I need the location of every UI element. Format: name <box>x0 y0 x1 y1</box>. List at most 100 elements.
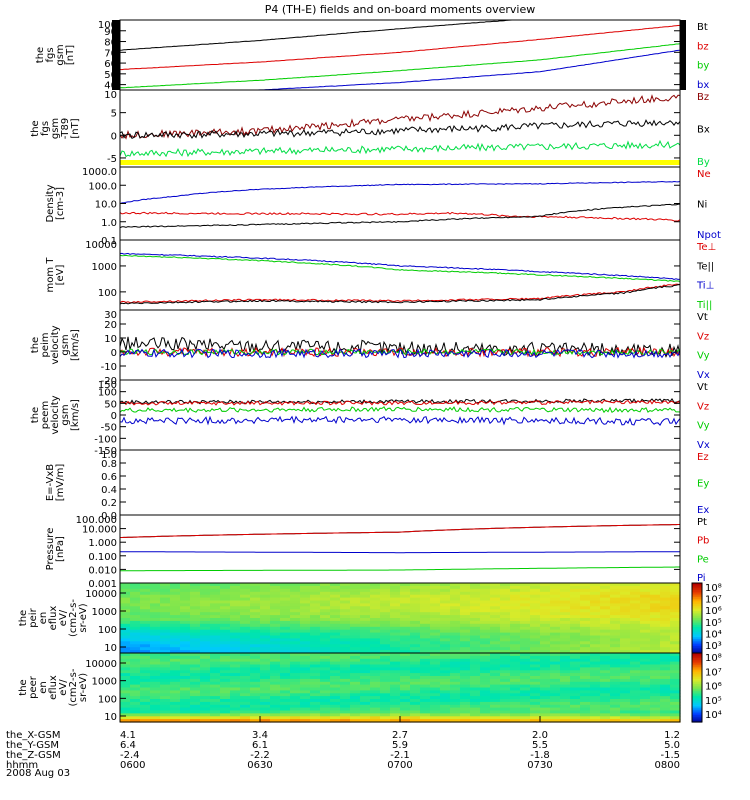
heat-cell <box>390 676 401 680</box>
heat-cell <box>490 638 501 642</box>
heat-cell <box>330 650 341 654</box>
heat-cell <box>350 678 361 683</box>
heat-cell <box>160 603 171 607</box>
heat-cell <box>310 664 321 668</box>
heat-cell <box>140 585 151 590</box>
heat-cell <box>550 588 561 593</box>
heat-cell <box>600 632 611 637</box>
heat-cell <box>280 713 291 717</box>
heat-cell <box>150 670 161 674</box>
heat-cell <box>580 655 591 660</box>
heat-cell <box>600 583 611 587</box>
heat-cell <box>630 585 641 590</box>
heat-cell <box>130 644 141 648</box>
heat-cell <box>580 684 591 689</box>
heat-cell <box>400 632 411 637</box>
heat-cell <box>660 713 671 717</box>
heat-cell <box>320 707 331 712</box>
heat-cell <box>340 600 351 604</box>
heat-cell <box>290 670 301 674</box>
heat-cell <box>180 620 191 625</box>
heat-cell <box>130 615 141 619</box>
heat-cell <box>420 701 431 706</box>
heat-cell <box>420 693 431 697</box>
heat-cell <box>430 681 441 686</box>
heat-cell <box>200 612 211 616</box>
heat-cell <box>600 684 611 689</box>
heat-cell <box>360 655 371 660</box>
heat-cell <box>190 600 201 604</box>
heat-cell <box>520 670 531 674</box>
heat-cell <box>150 620 161 625</box>
heat-cell <box>260 719 271 723</box>
heat-cell <box>510 701 521 706</box>
heat-cell <box>610 618 621 622</box>
heat-cell <box>150 655 161 660</box>
heat-cell <box>490 704 501 709</box>
heat-cell <box>310 585 321 590</box>
date-label: 2008 Aug 03 <box>6 768 70 779</box>
heat-cell <box>190 638 201 642</box>
heat-cell <box>490 684 501 689</box>
ytick-label-efield-4: 0.2 <box>101 498 117 509</box>
heat-cell <box>610 667 621 671</box>
heat-cell <box>150 585 161 590</box>
heat-cell <box>370 667 381 671</box>
heat-cell <box>540 585 551 590</box>
heat-cell <box>470 629 481 634</box>
ytick-label-mom_t-1: 1000 <box>92 262 117 273</box>
heat-cell <box>120 635 131 639</box>
heat-cell <box>610 658 621 663</box>
heat-cell <box>650 588 661 593</box>
heat-cell <box>230 591 241 596</box>
ytick-label-peem_vel-6: -150 <box>94 446 117 457</box>
heat-cell <box>660 588 671 593</box>
heat-cell <box>390 635 401 639</box>
heat-cell <box>650 676 661 680</box>
heat-cell <box>290 690 301 694</box>
heat-cell <box>460 594 471 599</box>
heat-cell <box>460 690 471 694</box>
heat-cell <box>550 713 561 717</box>
heat-cell <box>560 629 571 634</box>
heat-cell <box>160 655 171 660</box>
heat-cell <box>240 658 251 663</box>
heat-cell <box>150 638 161 642</box>
series-line-fgs-2 <box>120 43 680 89</box>
heat-cell <box>270 690 281 694</box>
heat-cell <box>170 641 181 645</box>
heat-cell <box>670 609 681 613</box>
heat-cell <box>590 641 601 645</box>
heat-cell <box>330 684 341 689</box>
heat-cell <box>120 716 131 720</box>
heat-cell <box>610 693 621 697</box>
ylabel-density-0: Density <box>45 184 56 222</box>
heat-cell <box>210 716 221 720</box>
heat-cell <box>130 638 141 642</box>
heat-cell <box>620 638 631 642</box>
heat-cell <box>120 681 131 686</box>
ytick-label-peem_vel-1: 100 <box>98 388 117 399</box>
heat-cell <box>420 704 431 709</box>
heat-cell <box>600 710 611 714</box>
heat-cell <box>400 606 411 610</box>
heat-cell <box>350 583 361 587</box>
heat-cell <box>340 591 351 596</box>
heat-cell <box>460 615 471 619</box>
heat-cell <box>340 693 351 697</box>
heat-cell <box>230 647 241 651</box>
heat-cell <box>580 588 591 593</box>
heat-cell <box>640 664 651 668</box>
legend-fgs-2: by <box>697 61 709 72</box>
heat-cell <box>410 641 421 645</box>
heat-cell <box>320 626 331 631</box>
heat-cell <box>560 618 571 622</box>
heat-cell <box>420 615 431 619</box>
ylabel-mom_t-1: [eV] <box>55 265 66 286</box>
heat-cell <box>380 615 391 619</box>
heat-cell <box>650 673 661 677</box>
heat-cell <box>610 713 621 717</box>
colorbar-cell <box>692 630 702 633</box>
heat-cell <box>630 650 641 654</box>
heat-cell <box>350 667 361 671</box>
